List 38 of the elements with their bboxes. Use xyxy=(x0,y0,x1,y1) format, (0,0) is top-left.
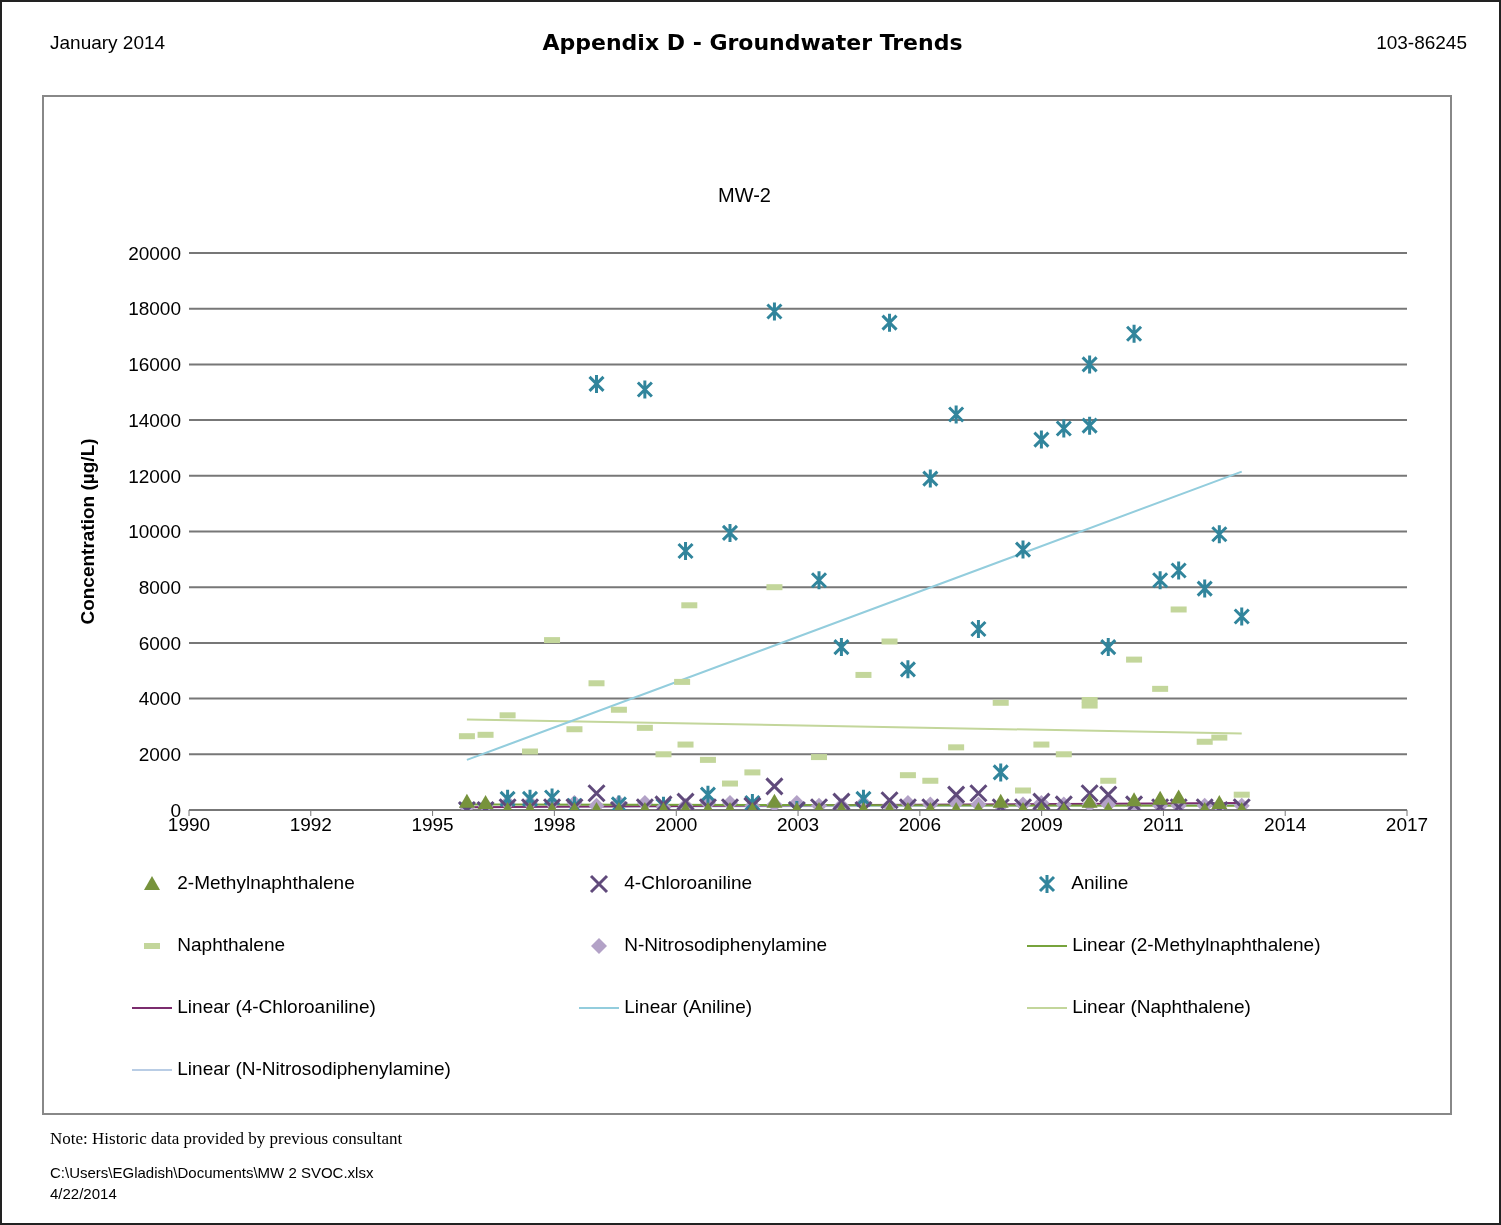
x-tick-label: 1995 xyxy=(411,814,454,836)
y-tick-label: 2000 xyxy=(138,744,181,766)
y-tick-label: 4000 xyxy=(138,688,181,710)
x-tick-label: 2000 xyxy=(655,814,698,836)
x-tick-label: 1992 xyxy=(289,814,332,836)
x-tick-label: 2014 xyxy=(1264,814,1307,836)
y-tick-label: 8000 xyxy=(138,576,181,598)
legend-label: Linear (2-Methylnaphthalene) xyxy=(1072,934,1321,955)
chart-subtitle: MW-2 xyxy=(717,184,772,207)
x-tick-label: 2006 xyxy=(898,814,941,836)
text: C:\Users\EGladish\Documents\MW 2 SVOC.xlsx xyxy=(50,1164,374,1181)
x-tick-label: 2011 xyxy=(1142,814,1184,836)
legend-label: Linear (Naphthalene) xyxy=(1072,996,1251,1017)
legend-label: 4-Chloroaniline xyxy=(624,872,753,893)
legend-label: Linear (Aniline) xyxy=(624,996,753,1017)
y-tick-label: 10000 xyxy=(128,521,181,543)
legend-label: Aniline xyxy=(1071,872,1129,893)
legend-label: Linear (N-Nitrosodiphenylamine) xyxy=(177,1058,451,1079)
text: Note: Historic data provided by previous consultant xyxy=(50,1129,403,1149)
legend-label: Linear (4-Chloroaniline) xyxy=(177,996,376,1017)
text: January 2014 xyxy=(50,32,166,54)
y-tick-label: 12000 xyxy=(128,465,181,487)
x-tick-label: 2009 xyxy=(1020,814,1063,836)
x-tick-label: 2003 xyxy=(776,814,820,836)
y-tick-label: 14000 xyxy=(128,409,181,431)
text: 4/22/2014 xyxy=(50,1185,117,1202)
y-tick-label: 18000 xyxy=(128,298,181,320)
chart-title: Appendix D - Groundwater Trends xyxy=(542,30,963,55)
y-tick-label: 6000 xyxy=(138,632,181,654)
y-tick-label: 16000 xyxy=(128,354,181,376)
x-tick-label: 2017 xyxy=(1385,814,1429,836)
text: 103-86245 xyxy=(1376,32,1467,54)
legend-label: N-Nitrosodiphenylamine xyxy=(624,934,828,955)
legend-label: 2-Methylnaphthalene xyxy=(177,872,355,893)
y-axis-title: Concentration (µg/L) xyxy=(76,438,98,625)
legend-label: Naphthalene xyxy=(177,934,286,955)
x-tick-label: 1998 xyxy=(533,814,576,836)
y-tick-label: 20000 xyxy=(128,242,181,264)
